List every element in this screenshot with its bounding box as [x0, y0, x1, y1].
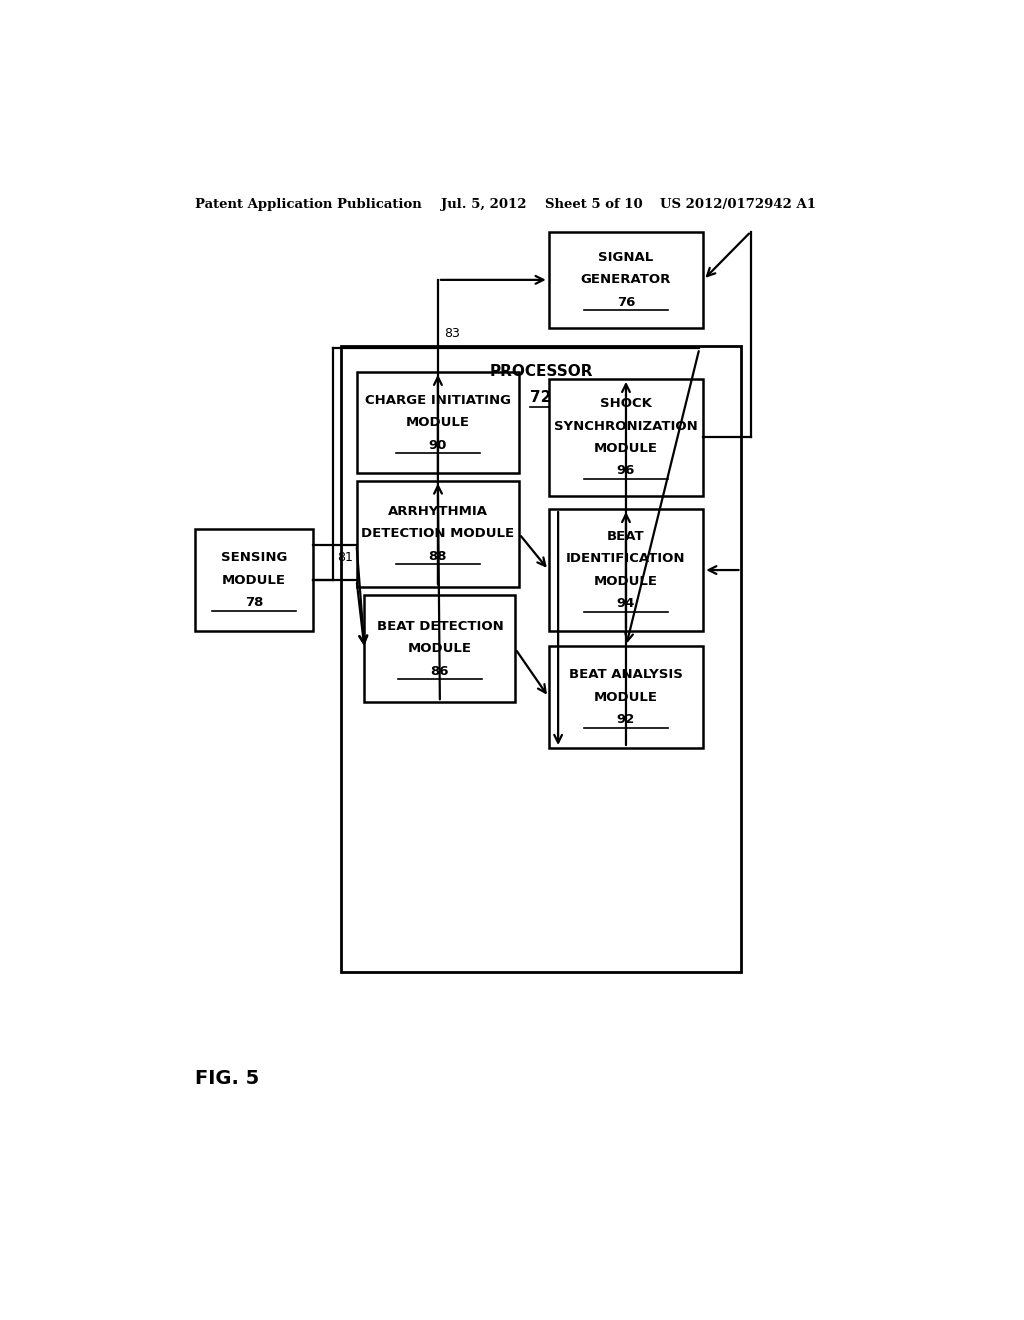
- Text: SYNCHRONIZATION: SYNCHRONIZATION: [554, 420, 698, 433]
- FancyBboxPatch shape: [549, 231, 703, 329]
- Text: GENERATOR: GENERATOR: [581, 273, 671, 286]
- Text: 88: 88: [429, 550, 447, 562]
- Text: MODULE: MODULE: [408, 643, 472, 655]
- Text: MODULE: MODULE: [406, 416, 470, 429]
- FancyBboxPatch shape: [365, 595, 515, 702]
- Text: 76: 76: [616, 296, 635, 309]
- Text: Patent Application Publication: Patent Application Publication: [196, 198, 422, 211]
- Text: 72: 72: [530, 389, 552, 405]
- Text: FIG. 5: FIG. 5: [196, 1069, 260, 1088]
- FancyBboxPatch shape: [549, 510, 703, 631]
- Text: US 2012/0172942 A1: US 2012/0172942 A1: [659, 198, 816, 211]
- Text: SENSING: SENSING: [221, 552, 288, 565]
- Text: ARRHYTHMIA: ARRHYTHMIA: [388, 506, 487, 517]
- Text: 90: 90: [429, 438, 447, 451]
- Text: 92: 92: [616, 713, 635, 726]
- FancyBboxPatch shape: [549, 379, 703, 496]
- Text: 96: 96: [616, 465, 635, 478]
- Text: Sheet 5 of 10: Sheet 5 of 10: [545, 198, 642, 211]
- Text: SHOCK: SHOCK: [600, 397, 652, 411]
- Text: 81: 81: [337, 552, 352, 565]
- Text: MODULE: MODULE: [594, 574, 658, 587]
- Text: BEAT: BEAT: [607, 531, 645, 543]
- Text: CHARGE INITIATING: CHARGE INITIATING: [365, 393, 511, 407]
- Text: BEAT DETECTION: BEAT DETECTION: [377, 620, 503, 634]
- Text: IDENTIFICATION: IDENTIFICATION: [566, 552, 686, 565]
- FancyBboxPatch shape: [196, 529, 313, 631]
- Text: MODULE: MODULE: [594, 442, 658, 455]
- FancyBboxPatch shape: [356, 480, 519, 587]
- Text: DETECTION MODULE: DETECTION MODULE: [361, 528, 514, 540]
- Text: 83: 83: [443, 327, 460, 339]
- Text: MODULE: MODULE: [594, 690, 658, 704]
- FancyBboxPatch shape: [341, 346, 741, 972]
- Text: PROCESSOR: PROCESSOR: [489, 364, 593, 379]
- Text: SIGNAL: SIGNAL: [598, 251, 653, 264]
- Text: 78: 78: [245, 597, 263, 609]
- FancyBboxPatch shape: [549, 647, 703, 748]
- Text: 94: 94: [616, 597, 635, 610]
- Text: Jul. 5, 2012: Jul. 5, 2012: [441, 198, 527, 211]
- Text: MODULE: MODULE: [222, 574, 286, 586]
- Text: BEAT ANALYSIS: BEAT ANALYSIS: [569, 668, 683, 681]
- Text: 86: 86: [431, 665, 450, 677]
- FancyBboxPatch shape: [356, 372, 519, 474]
